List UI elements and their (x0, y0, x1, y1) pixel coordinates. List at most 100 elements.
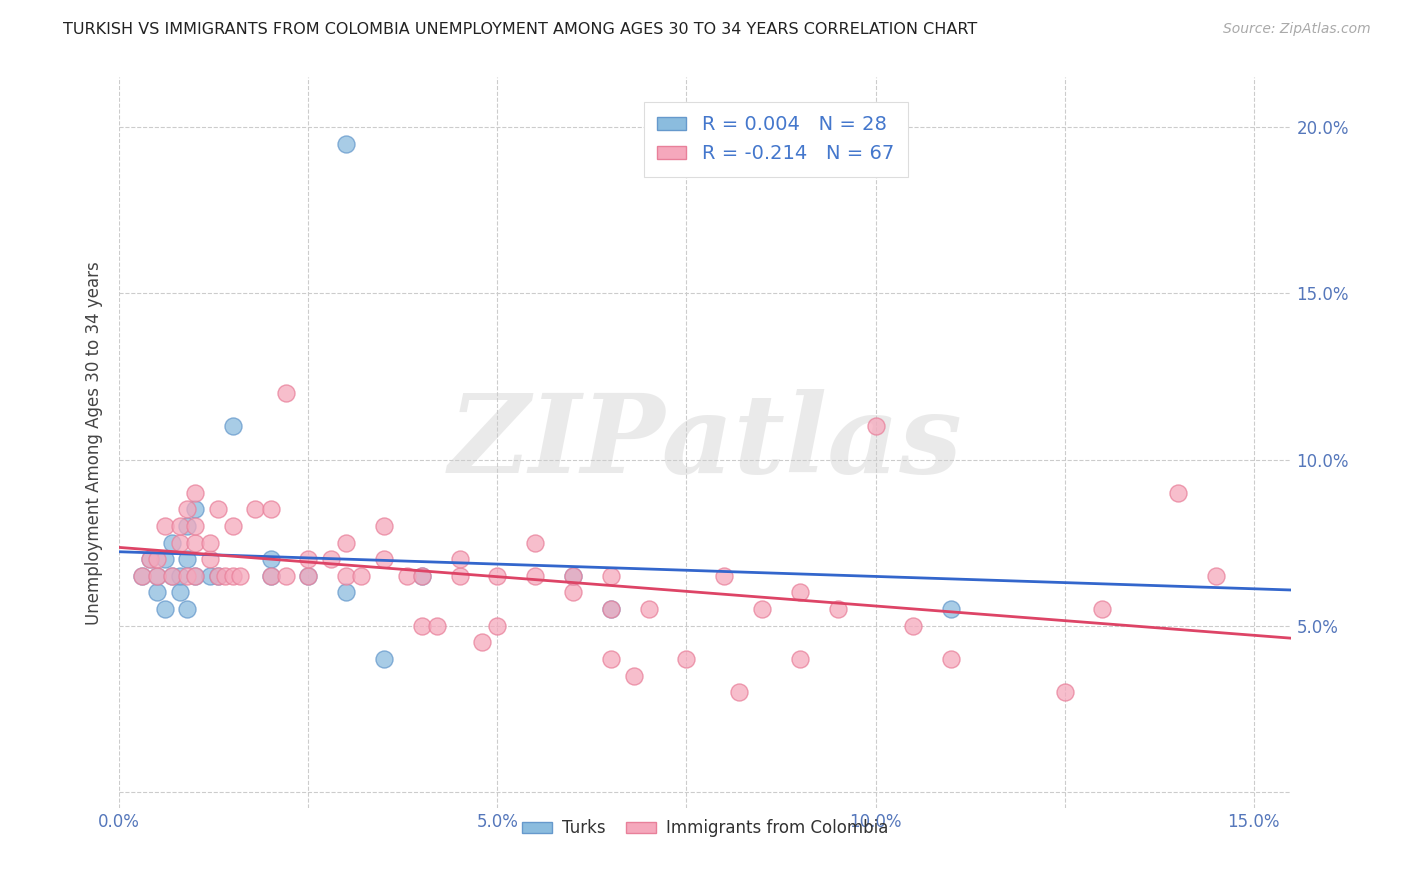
Point (728, 685, 751, 699)
Point (449, 552, 471, 566)
Point (713, 569, 735, 583)
Point (599, 602, 621, 616)
Point (1205, 569, 1227, 583)
Point (373, 652, 395, 666)
Point (131, 569, 153, 583)
Point (214, 569, 236, 583)
Point (184, 535, 207, 549)
Point (131, 569, 153, 583)
Point (176, 602, 198, 616)
Point (259, 552, 281, 566)
Point (411, 618, 433, 632)
Point (153, 602, 176, 616)
Point (471, 635, 494, 649)
Point (562, 585, 585, 599)
Point (184, 485, 207, 500)
Point (169, 535, 191, 549)
Point (207, 569, 229, 583)
Point (411, 569, 433, 583)
Point (176, 552, 198, 566)
Point (373, 552, 395, 566)
Point (222, 569, 245, 583)
Point (259, 569, 281, 583)
Point (274, 569, 297, 583)
Text: Source: ZipAtlas.com: Source: ZipAtlas.com (1223, 22, 1371, 37)
Point (146, 552, 169, 566)
Point (198, 552, 221, 566)
Point (865, 419, 887, 434)
Point (259, 502, 281, 516)
Point (184, 519, 207, 533)
Point (599, 569, 621, 583)
Point (373, 519, 395, 533)
Point (146, 569, 169, 583)
Point (335, 535, 357, 549)
Point (169, 585, 191, 599)
Point (751, 602, 773, 616)
Point (411, 569, 433, 583)
Point (153, 519, 176, 533)
Point (138, 552, 160, 566)
Point (599, 652, 621, 666)
Point (426, 618, 449, 632)
Point (160, 535, 183, 549)
Point (153, 552, 176, 566)
Point (146, 569, 169, 583)
Point (169, 519, 191, 533)
Text: ZIPatlas: ZIPatlas (449, 389, 962, 497)
Point (939, 652, 962, 666)
Point (176, 569, 198, 583)
Point (335, 569, 357, 583)
Point (169, 569, 191, 583)
Point (675, 652, 697, 666)
Point (138, 552, 160, 566)
Point (827, 602, 849, 616)
Point (198, 569, 221, 583)
Point (274, 386, 297, 401)
Point (939, 602, 962, 616)
Point (160, 569, 183, 583)
Point (184, 569, 207, 583)
Point (297, 569, 319, 583)
Point (524, 569, 547, 583)
Point (1053, 685, 1076, 699)
Point (562, 569, 585, 583)
Point (562, 569, 585, 583)
Point (229, 569, 252, 583)
Point (903, 618, 925, 632)
Point (245, 502, 267, 516)
Point (486, 569, 509, 583)
Point (350, 569, 373, 583)
Point (160, 569, 183, 583)
Y-axis label: Unemployment Among Ages 30 to 34 years: Unemployment Among Ages 30 to 34 years (86, 261, 103, 624)
Point (789, 652, 811, 666)
Text: TURKISH VS IMMIGRANTS FROM COLOMBIA UNEMPLOYMENT AMONG AGES 30 TO 34 YEARS CORRE: TURKISH VS IMMIGRANTS FROM COLOMBIA UNEM… (63, 22, 977, 37)
Point (335, 585, 357, 599)
Point (146, 585, 169, 599)
Legend: Turks, Immigrants from Colombia: Turks, Immigrants from Colombia (516, 813, 896, 844)
Point (789, 585, 811, 599)
Point (599, 602, 621, 616)
Point (524, 535, 547, 549)
Point (184, 569, 207, 583)
Point (1167, 485, 1189, 500)
Point (623, 668, 645, 682)
Point (176, 519, 198, 533)
Point (222, 419, 245, 434)
Point (184, 502, 207, 516)
Point (259, 569, 281, 583)
Point (176, 502, 198, 516)
Point (486, 618, 509, 632)
Point (198, 535, 221, 549)
Point (297, 552, 319, 566)
Point (335, 136, 357, 151)
Point (207, 502, 229, 516)
Point (1091, 602, 1114, 616)
Point (449, 569, 471, 583)
Point (637, 602, 659, 616)
Point (297, 569, 319, 583)
Point (319, 552, 342, 566)
Point (395, 569, 418, 583)
Point (207, 569, 229, 583)
Point (222, 519, 245, 533)
